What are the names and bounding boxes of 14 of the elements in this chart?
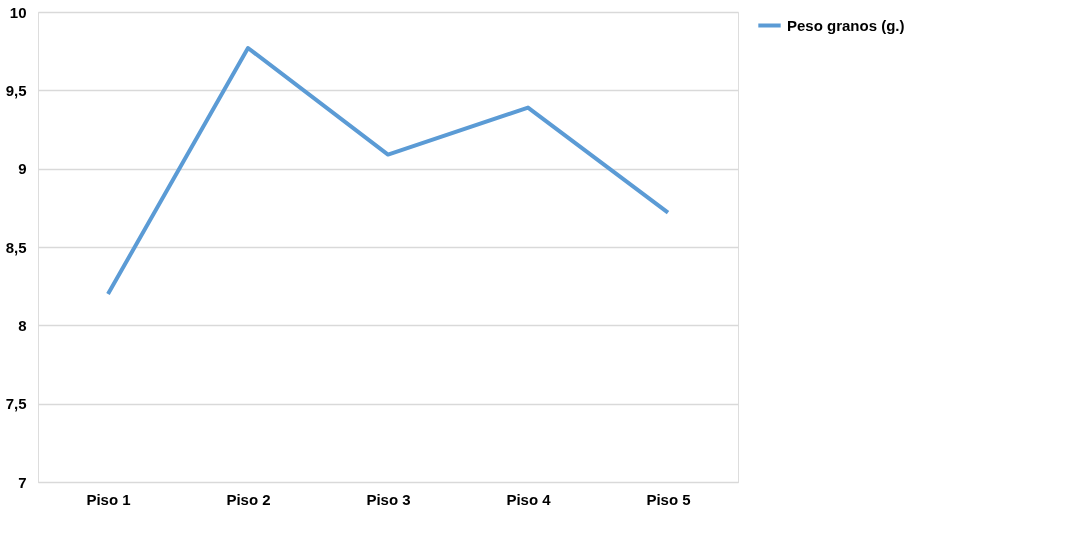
y-tick-label: 8,5: [5, 238, 27, 256]
x-tick-label: Piso 4: [506, 490, 552, 508]
x-tick-label: Piso 3: [366, 490, 411, 508]
line-series: [106, 46, 670, 296]
legend-label: Peso granos (g.): [787, 16, 905, 34]
y-tick-label: 7,5: [5, 395, 27, 413]
y-tick-label: 10: [9, 3, 27, 21]
y-tick-label: 9: [18, 160, 27, 178]
y-tick-label: 7: [18, 473, 27, 491]
y-tick-label: 8: [18, 316, 27, 334]
x-tick-label: Piso 2: [226, 490, 271, 508]
y-tick-label: 9,5: [5, 81, 27, 99]
x-tick-label: Piso 1: [86, 490, 131, 508]
x-tick-label: Piso 5: [646, 490, 691, 508]
